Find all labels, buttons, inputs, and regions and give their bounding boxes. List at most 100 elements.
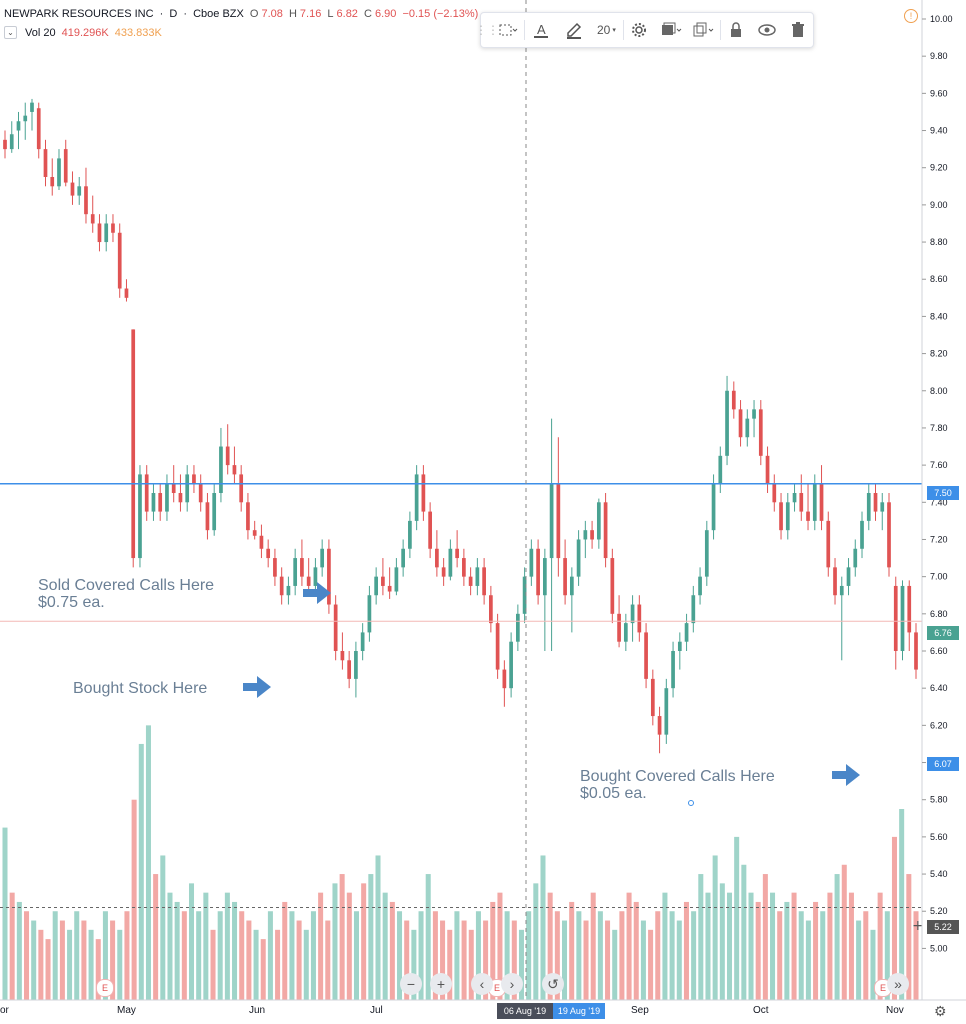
zoom-out-button[interactable]: − <box>400 973 422 995</box>
volume-bar <box>81 920 87 1000</box>
price-tick-label: 8.60 <box>930 274 948 284</box>
line-style-button[interactable] <box>493 13 524 47</box>
x-label-jun: Jun <box>249 1005 266 1016</box>
candle-body <box>509 641 513 689</box>
volume-bar <box>296 920 302 1000</box>
volume-bar <box>777 911 783 1000</box>
price-tick-label: 8.00 <box>930 386 948 396</box>
candle-body <box>698 576 702 596</box>
volume-bar <box>540 855 546 1000</box>
warning-icon[interactable]: ! <box>904 9 918 23</box>
symbol-name[interactable]: NEWPARK RESOURCES INC <box>4 8 154 20</box>
price-tick-label: 9.20 <box>930 163 948 173</box>
font-size-select[interactable]: 20 ▾ <box>596 23 616 37</box>
crosshair-point <box>688 800 694 806</box>
annotation-arrows <box>243 582 860 786</box>
line-color-button[interactable] <box>557 13 590 47</box>
candle-body <box>603 502 608 559</box>
visual-order-button[interactable] <box>654 13 687 47</box>
candle-body <box>212 493 217 531</box>
text-color-button[interactable]: A <box>525 13 558 47</box>
candle-body <box>259 535 264 549</box>
volume-bar <box>361 883 367 1000</box>
drag-handle-icon[interactable]: ⋮⋮ <box>475 23 499 37</box>
go-to-latest-button[interactable]: » <box>887 973 909 995</box>
candle-body <box>569 576 574 596</box>
candle-body <box>279 576 284 596</box>
scroll-right-button[interactable]: › <box>501 973 523 995</box>
candle-body <box>97 223 102 243</box>
volume-bar <box>145 725 151 1000</box>
candle-body <box>799 493 804 512</box>
volume-bar <box>870 929 876 1000</box>
price-tick-label: 5.00 <box>930 943 948 953</box>
candle-body <box>84 186 88 215</box>
volume-bar <box>726 892 733 1000</box>
candle-body <box>394 567 399 592</box>
candle-body <box>826 520 831 568</box>
volume-bar <box>734 836 740 1000</box>
candle-body <box>138 474 142 559</box>
candle-body <box>252 530 257 536</box>
last-price-label: 6.76 <box>927 626 959 640</box>
candle-body <box>745 418 750 438</box>
candle-body <box>718 455 723 484</box>
sold-calls-annotation[interactable]: Sold Covered Calls Here $0.75 ea. <box>38 577 214 611</box>
bought-stock-annotation[interactable]: Bought Stock Here <box>73 680 207 697</box>
volume-bar <box>583 920 589 1000</box>
volume-bar <box>891 836 897 1000</box>
price-tick-label: 6.40 <box>930 683 948 693</box>
volume-bar <box>382 892 388 1000</box>
interval: D <box>169 8 178 20</box>
reset-chart-button[interactable]: ↺ <box>542 973 564 995</box>
volume-bar <box>411 929 417 1000</box>
candle-body <box>232 465 237 475</box>
chart-settings-icon[interactable]: ⚙ <box>934 1003 947 1019</box>
volume-bar <box>174 901 180 1000</box>
open-value: 7.08 <box>261 8 283 20</box>
candle-body <box>9 134 14 150</box>
volume-bar <box>102 911 108 1000</box>
volume-bar <box>511 920 517 1000</box>
candle-body <box>536 548 540 596</box>
lock-button[interactable] <box>721 13 752 47</box>
collapse-chevron-icon[interactable]: ⌄ <box>4 26 17 39</box>
volume-bar <box>9 892 15 1000</box>
candle-body <box>866 493 871 521</box>
price-tick-label: 5.80 <box>930 795 948 805</box>
candle-body <box>70 182 75 196</box>
bought-calls-annotation[interactable]: Bought Covered Calls Here $0.05 ea. <box>580 768 775 802</box>
candle-body <box>131 329 136 559</box>
sold-calls-price: $0.75 ea. <box>38 594 105 611</box>
candlesticks <box>3 98 918 754</box>
candle-body <box>576 539 581 577</box>
clone-button[interactable] <box>687 13 720 47</box>
hline-price-label: 7.50 <box>927 486 959 500</box>
volume-bar <box>124 911 130 1000</box>
drawing-toolbar: ⋮⋮ A 20 ▾ <box>475 12 814 48</box>
candle-body <box>887 502 891 568</box>
symbol-legend: NEWPARK RESOURCES INC · D · Cboe BZX O 7.… <box>4 8 479 20</box>
hide-button[interactable] <box>752 13 783 47</box>
earnings-badge[interactable]: E <box>96 979 114 997</box>
candle-body <box>630 604 635 624</box>
candle-body <box>408 520 412 549</box>
zoom-in-button[interactable]: + <box>430 973 452 995</box>
volume-bar <box>590 892 596 1000</box>
scroll-left-button[interactable]: ‹ <box>471 973 493 995</box>
settings-button[interactable] <box>624 13 655 47</box>
candle-body <box>765 455 770 484</box>
volume-bar <box>877 892 883 1000</box>
candle-body <box>367 595 372 633</box>
volume-bars <box>2 725 919 1000</box>
x-label-may: May <box>117 1005 136 1016</box>
delete-button[interactable] <box>782 13 813 47</box>
volume-bar <box>683 901 689 1000</box>
candle-body <box>833 567 837 596</box>
volume-bar <box>131 799 137 1000</box>
candle-body <box>300 558 304 577</box>
volume-bar <box>289 911 295 1000</box>
close-value: 6.90 <box>374 8 397 20</box>
volume-label: Vol 20 <box>25 26 56 39</box>
